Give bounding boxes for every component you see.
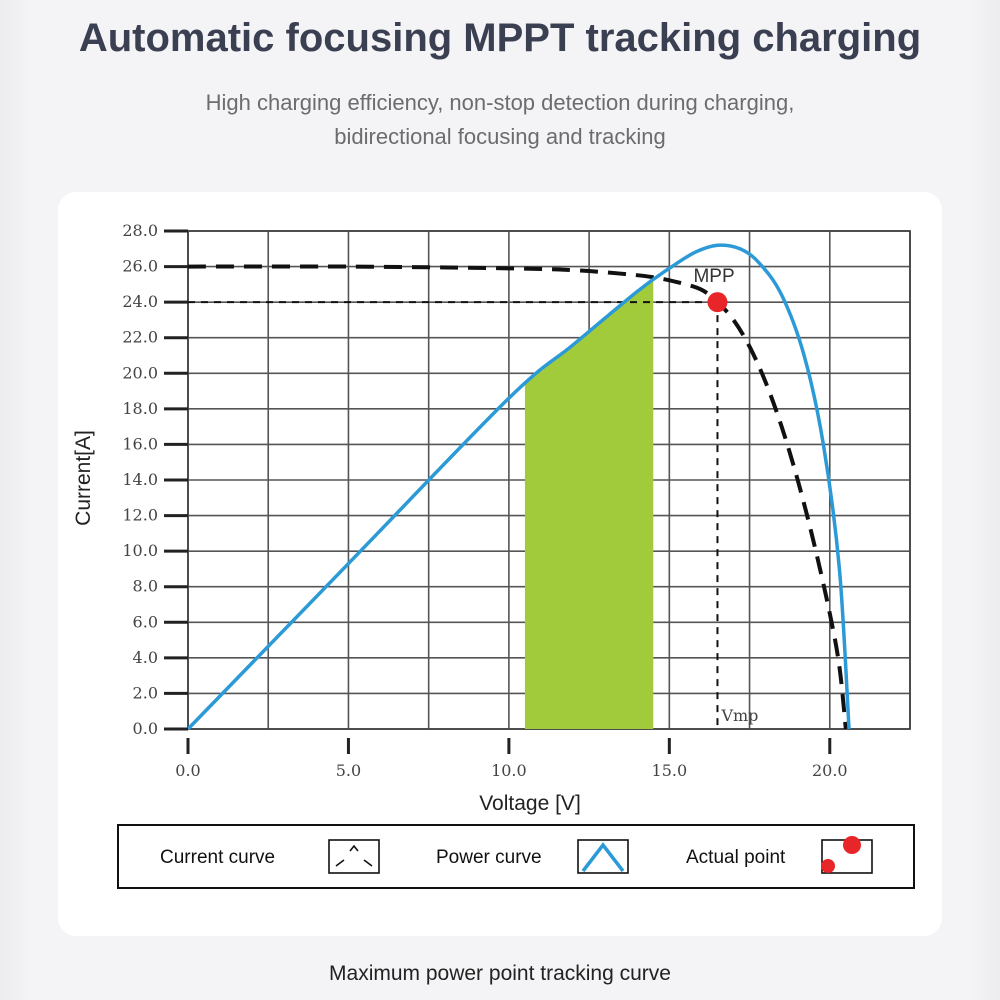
power-curve-line <box>186 243 851 731</box>
current-curve-line <box>187 264 848 730</box>
actual-point-icon <box>821 836 873 874</box>
y-tick-label: 24.0 <box>122 292 158 311</box>
legend-label-actual: Actual point <box>686 847 786 868</box>
page-subtitle: High charging efficiency, non-stop detec… <box>205 90 795 149</box>
y-tick-label: 10.0 <box>122 541 158 560</box>
y-axis-title: Current[A] <box>72 430 95 526</box>
y-tick-label: 2.0 <box>133 683 158 702</box>
vmp-label: Vmp <box>720 706 758 725</box>
y-tick-label: 4.0 <box>133 648 158 667</box>
mpp-label: MPP <box>693 266 734 287</box>
x-tick-label: 10.0 <box>491 761 527 780</box>
current-curve-icon <box>328 839 380 874</box>
legend-label-power: Power curve <box>436 847 542 868</box>
y-tick-label: 0.0 <box>133 719 158 738</box>
legend-box <box>117 824 915 889</box>
x-tick-label: 15.0 <box>652 761 688 780</box>
y-tick-label: 22.0 <box>122 328 158 347</box>
x-tick-label: 20.0 <box>812 761 848 780</box>
legend-label-current: Current curve <box>160 847 275 868</box>
y-tick-label: 18.0 <box>122 399 158 418</box>
page-title: Automatic focusing MPPT tracking chargin… <box>78 16 922 60</box>
chart-caption: Maximum power point tracking curve <box>329 962 671 985</box>
chart-card <box>58 192 942 936</box>
power-curve-icon <box>577 839 629 874</box>
x-tick-label: 5.0 <box>336 761 361 780</box>
y-tick-label: 8.0 <box>133 577 158 596</box>
y-tick-label: 20.0 <box>122 363 158 382</box>
shaded-region <box>524 279 654 729</box>
y-tick-label: 6.0 <box>133 612 158 631</box>
y-tick-label: 14.0 <box>122 470 158 489</box>
mpp-point <box>707 292 728 313</box>
x-axis-title: Voltage [V] <box>479 792 581 815</box>
y-tick-label: 16.0 <box>122 434 158 453</box>
y-tick-label: 12.0 <box>122 506 158 525</box>
y-tick-label: 28.0 <box>122 221 158 240</box>
y-tick-label: 26.0 <box>122 257 158 276</box>
legend: Current curve Power curve Actual point <box>117 824 915 889</box>
x-tick-label: 0.0 <box>175 761 200 780</box>
